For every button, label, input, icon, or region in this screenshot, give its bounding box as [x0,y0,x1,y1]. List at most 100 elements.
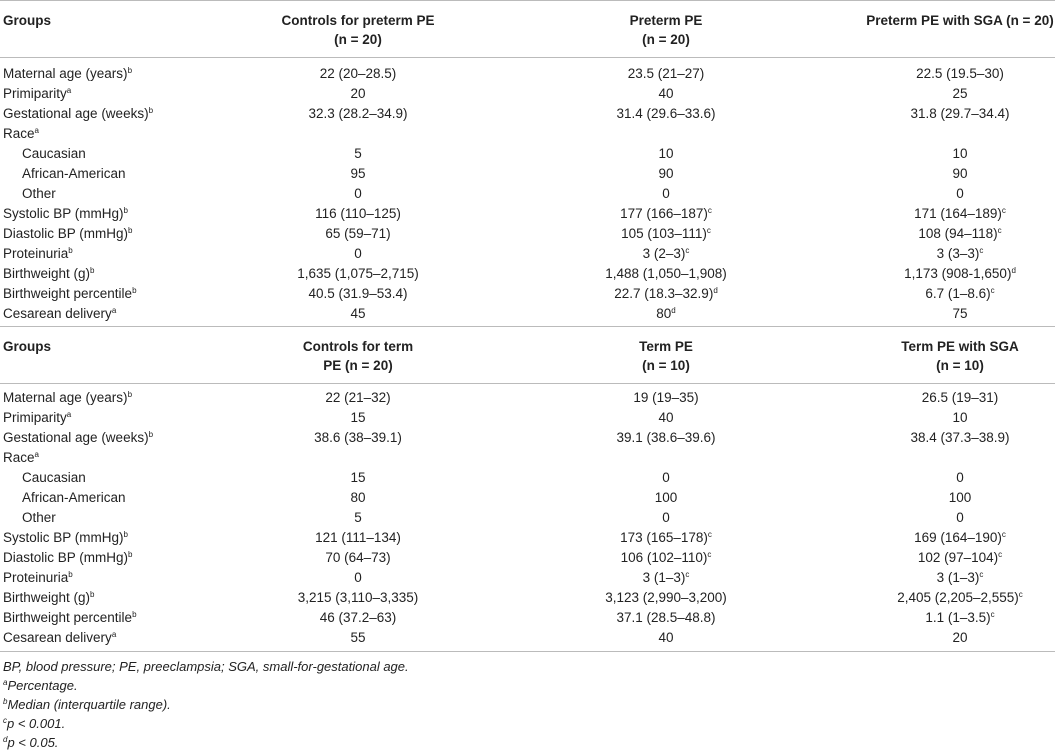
value-cell: 173 (165–178)c [476,528,856,548]
value-cell: 105 (103–111)c [476,224,856,244]
value-cell: 3 (3–3)c [770,244,1055,264]
value-cell: 10 [770,408,1055,428]
value-cell: 32.3 (28.2–34.9) [165,104,551,124]
table-row: Systolic BP (mmHg)b 121 (111–134) 173 (165… [0,528,1055,548]
table-bottom-rule [0,651,1055,652]
row-label: Birthweight (g)b [3,588,95,608]
table-header: Groups Controls for preterm PE (n = 20) Pre… [0,0,1055,57]
cell-text: 0 [354,246,362,261]
value-cell: 102 (97–104)c [770,548,1055,568]
value-cell: 22 (21–32) [165,388,551,408]
table-row: Maternal age (years)b 22 (21–32) 19 (19–35… [0,388,1055,408]
value-cell: 31.8 (29.7–34.4) [770,104,1055,124]
cell-text: 15 [350,410,366,425]
cell-text: 100 [948,490,972,505]
cell-text: 102 (97–104) [917,550,999,565]
cell-text: Caucasian [22,146,86,161]
column-heading-line: Controls for preterm PE [281,13,435,28]
cell-text: 173 (165–178) [620,530,708,545]
value-cell: 20 [770,628,1055,648]
value-cell: 121 (111–134) [165,528,551,548]
table-row: Cesarean deliverya 45 80d 75 [0,304,1055,324]
value-cell: 45 [165,304,551,324]
footnote-marker: a [3,678,8,687]
column-heading-line: Term PE [639,339,693,354]
cell-text: 171 (164–189) [914,206,1002,221]
table-row: Proteinuriab 0 3 (1–3)c 3 (1–3)c [0,568,1055,588]
table-row: Diastolic BP (mmHg)b 70 (64–73) 106 (102–1… [0,548,1055,568]
cell-text: Race [3,450,35,465]
value-cell: 38.4 (37.3–38.9) [770,428,1055,448]
table-row: Primiparitya 20 40 25 [0,84,1055,104]
cell-text: 20 [350,86,366,101]
row-label: Systolic BP (mmHg)b [3,528,128,548]
row-label: Cesarean deliverya [3,628,116,648]
row-label: Maternal age (years)b [3,388,132,408]
row-label: Systolic BP (mmHg)b [3,204,128,224]
cell-text: 65 (59–71) [325,226,391,241]
cell-text: 15 [350,470,366,485]
row-label: Birthweight percentileb [3,608,137,628]
footnote-marker: b [127,390,133,399]
row-label: African-American [22,488,126,508]
cell-text: 80 [350,490,366,505]
value-cell: 25 [770,84,1055,104]
cell-text: Proteinuria [3,570,69,585]
cell-text: 90 [952,166,968,181]
footnote-marker: b [148,106,154,115]
cell-text: 31.4 (29.6–33.6) [616,106,716,121]
footnote-marker: b [128,226,133,235]
table-row: African-American 80 100 100 [0,488,1055,508]
table-row: Gestational age (weeks)b 32.3 (28.2–34.9)… [0,104,1055,124]
cell-text: Proteinuria [3,246,69,261]
cell-text: 22 (20–28.5) [319,66,397,81]
footnote-marker: d [671,306,676,315]
header-bottom-rule [0,383,1055,384]
footnote-text: p < 0.05. [7,735,59,750]
cell-text: 40 [658,410,674,425]
footnote-marker: b [90,266,95,275]
cell-text: Gestational age (weeks) [3,106,149,121]
column-heading-col1: Controls for term PE (n = 20) [165,337,551,375]
footnote-marker: a [66,410,72,419]
footnote-marker: b [128,550,133,559]
value-cell: 46 (37.2–63) [165,608,551,628]
row-label: Maternal age (years)b [3,64,132,84]
value-cell: 20 [165,84,551,104]
cell-text: 1,488 (1,050–1,908) [605,266,727,281]
value-cell: 106 (102–110)c [476,548,856,568]
cell-text: Other [22,510,56,525]
value-cell: 177 (166–187)c [476,204,856,224]
value-cell: 15 [165,468,551,488]
footnote: BP, blood pressure; PE, preeclampsia; SG… [3,657,409,677]
footnote: cp < 0.001. [3,714,65,734]
cell-text: Primiparity [3,86,67,101]
footnote: dp < 0.05. [3,733,58,753]
column-heading-col2: Preterm PE (n = 20) [476,11,856,49]
row-label: Proteinuriab [3,568,73,588]
footnote-text: Percentage. [7,678,78,693]
row-label: Birthweight percentileb [3,284,137,304]
cell-text: 3 (3–3) [936,246,980,261]
cell-text: 105 (103–111) [621,226,707,241]
cell-text: 6.7 (1–8.6) [925,286,991,301]
footnote-marker: a [66,86,72,95]
footnote-marker: c [707,530,712,539]
footnote-marker: a [34,126,39,135]
value-cell: 19 (19–35) [476,388,856,408]
footnote-marker: b [123,530,128,539]
cell-text: Maternal age (years) [3,390,128,405]
value-cell: 40 [476,628,856,648]
value-cell: 3,123 (2,990–3,200) [476,588,856,608]
footnote-marker: b [132,610,137,619]
cell-text: Race [3,126,35,141]
footnote-marker: c [706,226,711,235]
row-label: Caucasian [22,468,86,488]
column-heading-line: PE (n = 20) [323,358,393,373]
footnote-marker: c [707,550,712,559]
column-heading-col3: Term PE with SGA (n = 10) [770,337,1055,375]
value-cell: 0 [770,468,1055,488]
footnote-marker: b [3,697,8,706]
table-row: Birthweight percentileb 46 (37.2–63) 37.1 … [0,608,1055,628]
footnote-marker: d [713,286,718,295]
